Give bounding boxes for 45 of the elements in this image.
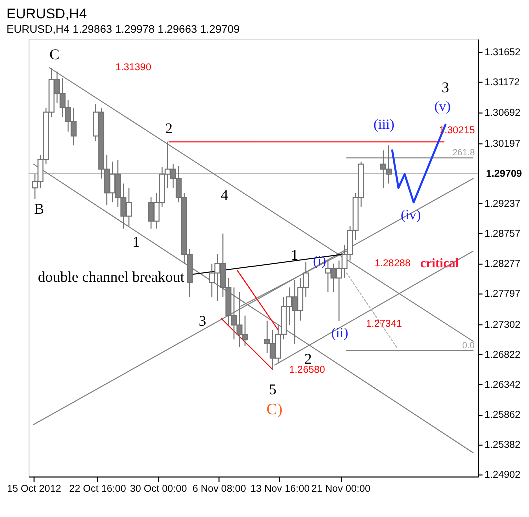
annotation: critical xyxy=(420,256,460,271)
y-tick-label: 1.27797 xyxy=(484,288,522,300)
y-tick-label: 1.31652 xyxy=(484,48,522,59)
annotation: (v) xyxy=(434,100,452,116)
annotation: 4 xyxy=(221,188,230,204)
chart-subtitle: EURUSD,H4 1.29863 1.29978 1.29663 1.29709 xyxy=(6,24,240,36)
x-tick-label: 22 Oct 16:00 xyxy=(69,484,127,496)
annotation: 2 xyxy=(165,122,173,138)
annotation: 0.0 xyxy=(462,340,475,351)
annotation: 3 xyxy=(198,314,206,330)
annotation: (iv) xyxy=(401,208,422,224)
annotation: 1 xyxy=(132,234,140,251)
y-tick-label: 1.24902 xyxy=(484,470,522,482)
annotation: 1.31390 xyxy=(116,62,152,74)
y-tick-label: 1.29237 xyxy=(484,198,522,210)
annotation: 261.8 xyxy=(452,147,476,158)
annotation: 5 xyxy=(269,382,277,399)
ref-line-label: 1.29709 xyxy=(486,168,523,180)
y-tick-label: 1.25862 xyxy=(484,410,522,422)
x-tick-label: 30 Oct 00:00 xyxy=(130,484,188,496)
y-tick-label: 1.27302 xyxy=(484,320,522,331)
y-tick-label: 1.30692 xyxy=(484,108,522,119)
y-tick-label: 1.26342 xyxy=(484,380,522,392)
annotation: (iii) xyxy=(374,118,395,133)
annotation: C xyxy=(50,47,60,64)
annotation: 1.28288 xyxy=(374,258,412,270)
chart-title: EURUSD,H4 xyxy=(6,5,88,22)
annotation: double channel breakout xyxy=(38,270,186,286)
annotation: 1.27341 xyxy=(366,318,403,330)
y-tick-label: 1.30197 xyxy=(484,138,522,150)
x-tick-label: 13 Nov 16:00 xyxy=(250,484,310,496)
y-tick-label: 1.25382 xyxy=(484,440,522,452)
x-tick-label: 21 Nov 00:00 xyxy=(312,484,372,496)
y-tick-label: 1.28277 xyxy=(484,258,522,270)
annotation: C) xyxy=(266,402,283,419)
y-tick-label: 1.31172 xyxy=(484,78,520,89)
annotation: B xyxy=(34,202,44,218)
x-tick-label: 15 Oct 2012 xyxy=(7,484,62,496)
annotation: 3 xyxy=(442,80,450,96)
y-tick-label: 1.28757 xyxy=(484,228,522,240)
annotation: 1 xyxy=(291,248,299,264)
y-tick-label: 1.26822 xyxy=(484,350,522,362)
annotation: 1.26580 xyxy=(289,365,326,376)
x-tick-label: 6 Nov 08:00 xyxy=(192,484,247,496)
annotation: (ii) xyxy=(331,326,349,342)
